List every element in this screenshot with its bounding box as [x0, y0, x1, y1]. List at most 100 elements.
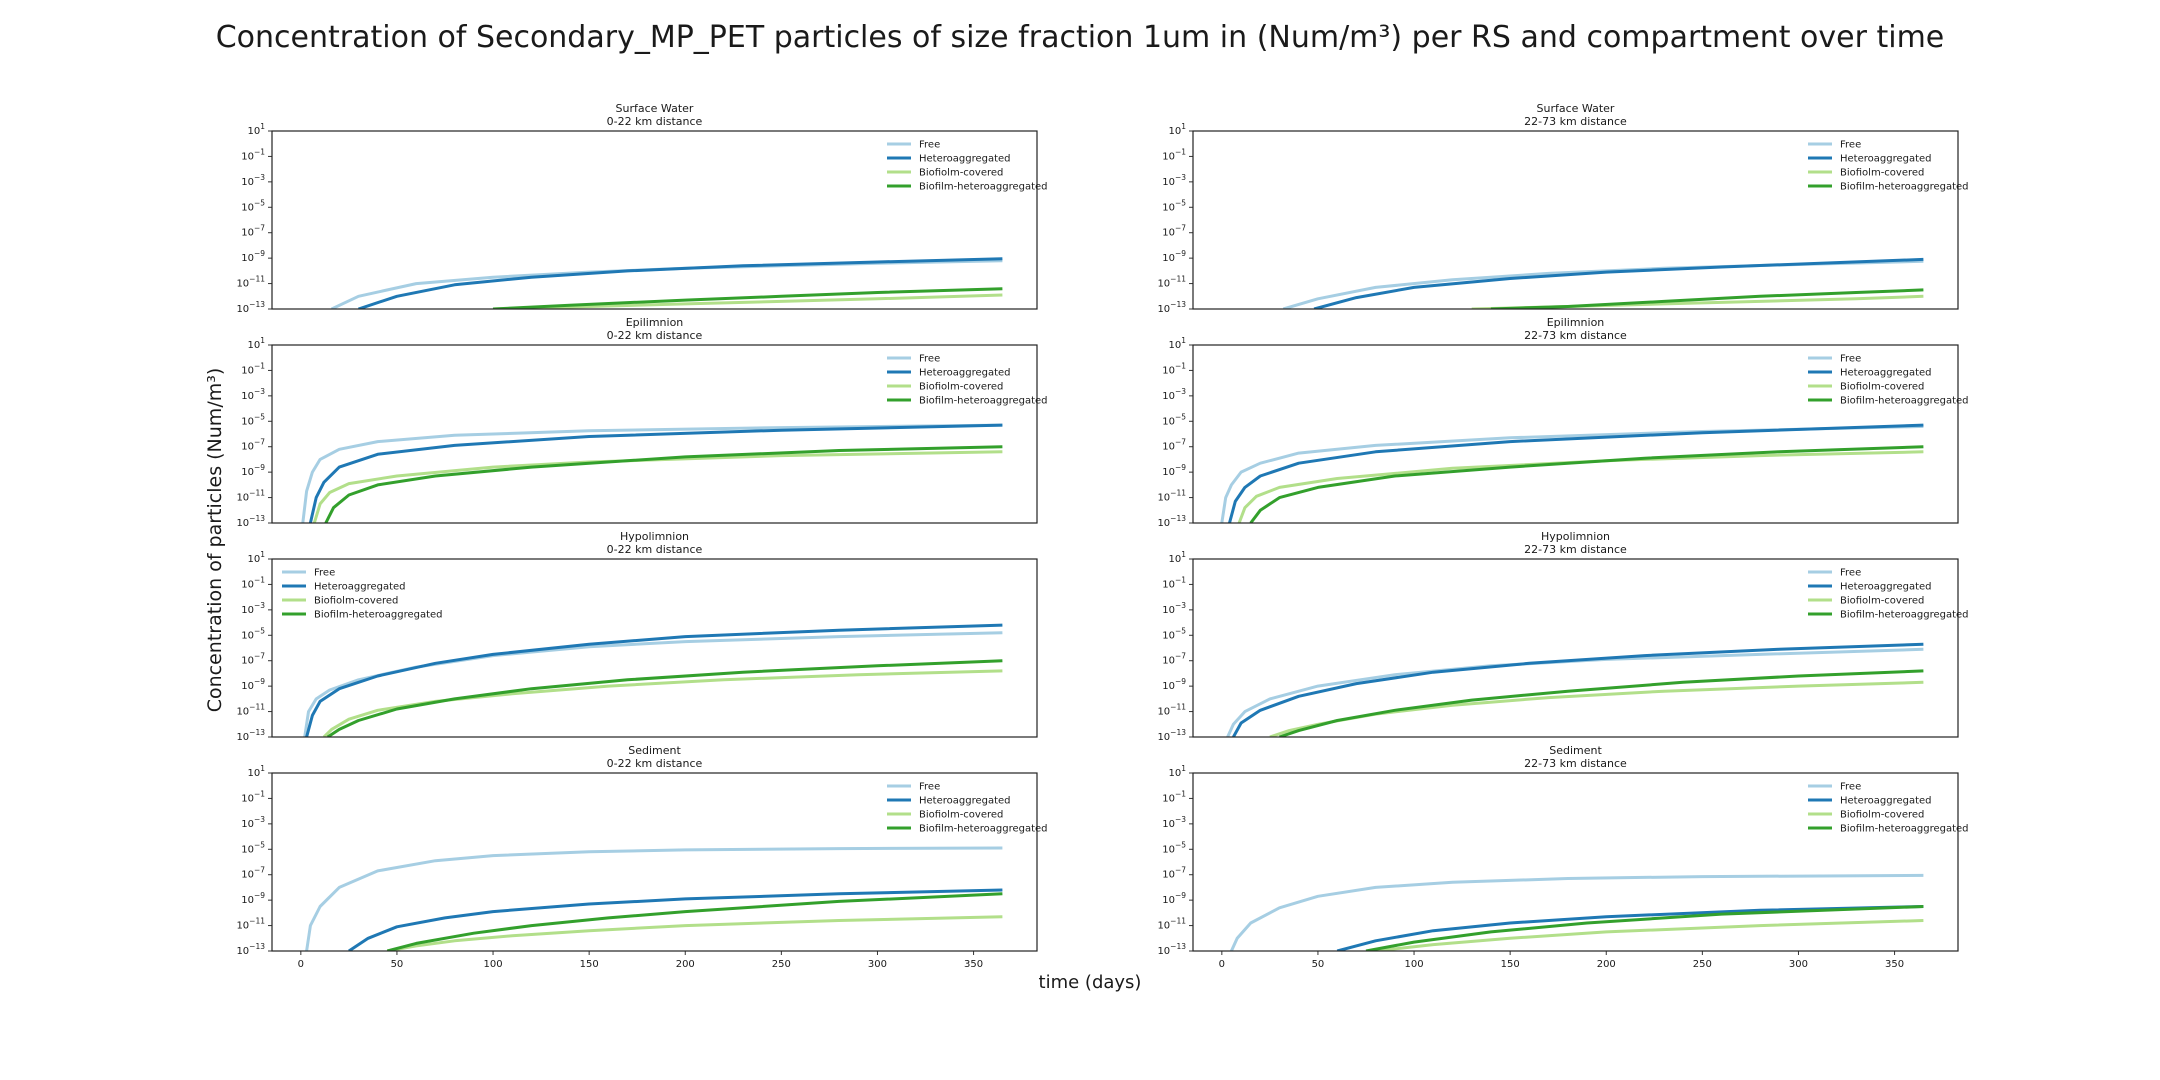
plot-frame: [1192, 772, 1959, 952]
subplot-subtitle: 22-73 km distance: [1524, 543, 1627, 556]
series-line-heteroaggregated: [1228, 423, 1924, 523]
y-tick-label: 10−11: [1157, 703, 1186, 718]
series-line-biofiolm-covered: [492, 293, 1003, 309]
y-tick-label: 101: [1168, 550, 1186, 565]
legend-label: Biofilm-heteroaggregated: [1840, 824, 1969, 835]
y-tick-label: 10−7: [241, 438, 265, 453]
y-tick-label: 10−7: [1162, 866, 1186, 881]
x-tick-label: 0: [1219, 959, 1225, 970]
x-tick-label: 150: [580, 959, 599, 970]
y-tick-label: 10−11: [236, 917, 265, 932]
y-tick-label: 10−7: [241, 652, 265, 667]
x-tick-label: 100: [483, 959, 502, 970]
y-tick-label: 10−13: [236, 514, 265, 529]
y-tick-label: 101: [1168, 764, 1186, 779]
legend-label: Biofiolm-covered: [314, 596, 398, 607]
y-tick-label: 10−5: [1162, 198, 1186, 213]
x-tick-label: 300: [1789, 959, 1808, 970]
y-tick-label: 10−9: [241, 463, 265, 478]
legend-label: Free: [919, 782, 940, 793]
y-tick-label: 10−13: [236, 728, 265, 743]
x-tick-label: 50: [391, 959, 404, 970]
y-tick-label: 10−3: [1162, 387, 1186, 402]
y-tick-label: 10−11: [1157, 489, 1186, 504]
y-tick-label: 10−7: [241, 224, 265, 239]
series-line-heteroaggregated: [1313, 257, 1924, 309]
legend-label: Heteroaggregated: [1840, 154, 1932, 165]
plot-frame: [271, 130, 1038, 310]
y-tick-label: 10−3: [241, 173, 265, 188]
subplot-title: Surface Water: [1537, 102, 1615, 115]
series-line-heteroaggregated: [358, 257, 1003, 309]
series-line-biofilm-heteroaggregated: [326, 659, 1003, 737]
y-tick-label: 10−9: [1162, 249, 1186, 264]
x-tick-label: 250: [1693, 959, 1712, 970]
y-tick-label: 10−7: [1162, 652, 1186, 667]
series-line-heteroaggregated: [305, 623, 1003, 737]
legend-label: Biofilm-heteroaggregated: [1840, 182, 1969, 193]
y-tick-label: 10−5: [1162, 626, 1186, 641]
y-tick-label: 101: [1168, 122, 1186, 137]
x-tick-label: 350: [1885, 959, 1904, 970]
legend-label: Biofiolm-covered: [919, 810, 1003, 821]
y-tick-label: 101: [1168, 336, 1186, 351]
series-line-biofilm-heteroaggregated: [1279, 669, 1924, 737]
y-tick-label: 10−1: [1162, 361, 1186, 376]
y-tick-label: 10−9: [241, 249, 265, 264]
legend-label: Biofilm-heteroaggregated: [1840, 610, 1969, 621]
legend-label: Biofilm-heteroaggregated: [919, 824, 1048, 835]
legend-label: Biofiolm-covered: [1840, 810, 1924, 821]
y-tick-label: 10−1: [1162, 575, 1186, 590]
series-line-free: [301, 423, 1003, 523]
y-tick-label: 10−9: [241, 891, 265, 906]
y-tick-label: 10−1: [241, 361, 265, 376]
legend: Free Heteroaggregated Biofiolm-covered Biof…: [887, 354, 1048, 407]
y-tick-label: 10−5: [241, 840, 265, 855]
y-tick-label: 10−13: [1157, 942, 1186, 957]
legend-label: Biofiolm-covered: [1840, 168, 1924, 179]
legend-label: Heteroaggregated: [1840, 796, 1932, 807]
subplot-title: Hypolimnion: [620, 530, 689, 543]
y-tick-label: 10−1: [1162, 789, 1186, 804]
series-line-biofiolm-covered: [1375, 919, 1924, 951]
legend-label: Heteroaggregated: [919, 154, 1011, 165]
y-tick-label: 101: [247, 336, 265, 351]
subplot-subtitle: 0-22 km distance: [607, 329, 703, 342]
subplot-title: Surface Water: [616, 102, 694, 115]
y-tick-label: 10−3: [241, 387, 265, 402]
series-line-biofiolm-covered: [1237, 450, 1924, 523]
legend: Free Heteroaggregated Biofiolm-covered Biof…: [887, 782, 1048, 835]
series-line-heteroaggregated: [348, 888, 1003, 951]
y-tick-label: 10−5: [241, 198, 265, 213]
y-tick-label: 10−5: [241, 626, 265, 641]
x-tick-label: 250: [772, 959, 791, 970]
series-line-free: [1220, 424, 1924, 523]
y-tick-label: 10−7: [1162, 224, 1186, 239]
subplot-subtitle: 22-73 km distance: [1524, 115, 1627, 128]
y-tick-label: 10−11: [236, 275, 265, 290]
y-tick-label: 10−9: [1162, 677, 1186, 692]
series-line-biofilm-heteroaggregated: [1249, 445, 1924, 523]
y-tick-label: 10−3: [241, 815, 265, 830]
legend-label: Biofiolm-covered: [919, 168, 1003, 179]
series-line-biofilm-heteroaggregated: [1490, 288, 1924, 309]
y-tick-label: 10−13: [1157, 300, 1186, 315]
subplot-title: Epilimnion: [626, 316, 684, 329]
legend-label: Heteroaggregated: [919, 368, 1011, 379]
y-tick-label: 10−7: [1162, 438, 1186, 453]
x-tick-label: 300: [868, 959, 887, 970]
subplot-subtitle: 0-22 km distance: [607, 543, 703, 556]
series-line-free: [1282, 259, 1924, 309]
y-tick-label: 10−9: [1162, 891, 1186, 906]
legend-label: Free: [1840, 140, 1861, 151]
subplot-title: Sediment: [1549, 744, 1602, 757]
y-tick-label: 10−1: [241, 147, 265, 162]
x-tick-label: 350: [964, 959, 983, 970]
y-tick-label: 10−9: [1162, 463, 1186, 478]
x-tick-label: 100: [1404, 959, 1423, 970]
series-line-biofilm-heteroaggregated: [324, 445, 1003, 523]
